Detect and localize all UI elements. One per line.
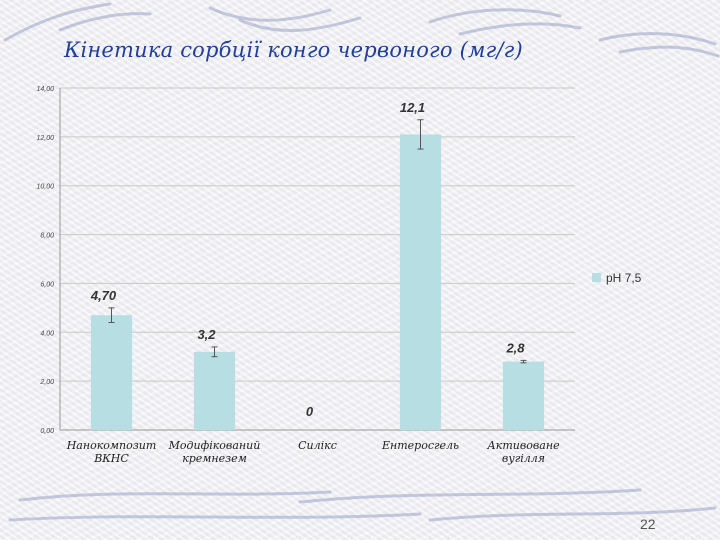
swirl-stroke	[8, 512, 422, 522]
x-tick-label: Нанокомпозит	[66, 439, 157, 452]
y-tick-label: 14,00	[36, 86, 54, 93]
swirl-stroke	[458, 22, 582, 36]
x-tick-label: Модифікований	[168, 439, 261, 452]
y-tick-label: 0,00	[40, 428, 54, 435]
data-label: 12,1	[400, 100, 425, 115]
x-tick-label: ВКНС	[93, 452, 129, 465]
data-label: 4,70	[90, 288, 117, 303]
swirl-stroke	[428, 506, 717, 522]
x-tick-label: Активоване	[486, 439, 560, 452]
legend: pH 7,5	[592, 271, 642, 285]
swirl-stroke	[618, 45, 720, 58]
data-label: 0	[306, 404, 314, 419]
x-tick-label: Силікс	[298, 439, 337, 452]
slide-title: Кінетика сорбції конго червоного (мг/г)	[64, 38, 523, 62]
swirl-stroke	[428, 8, 562, 24]
y-tick-label: 4,00	[40, 330, 54, 337]
swirl-stroke	[298, 488, 642, 504]
x-tick-label: вугілля	[502, 452, 545, 465]
bar	[193, 351, 236, 430]
swirl-stroke	[238, 16, 362, 33]
y-tick-label: 6,00	[40, 281, 54, 288]
y-tick-label: 8,00	[40, 233, 54, 240]
page-number: 22	[640, 516, 656, 532]
bar-chart: 0,00 2,00 4,00 6,00 8,00 10,00 12,00 14,00 4,70…	[36, 86, 641, 465]
bars	[90, 134, 545, 430]
legend-swatch	[592, 273, 601, 282]
decorative-swirls	[3, 2, 720, 522]
gridlines	[59, 87, 575, 431]
data-label: 3,2	[197, 327, 216, 342]
swirl-stroke	[3, 2, 112, 42]
bar	[502, 361, 545, 430]
y-tick-label: 12,00	[36, 135, 54, 142]
data-labels: 4,70 3,2 0 12,1 2,8	[90, 100, 525, 419]
y-tick-label: 2,00	[39, 379, 54, 386]
legend-label: pH 7,5	[606, 271, 642, 285]
swirl-stroke	[598, 32, 717, 46]
y-axis-ticks: 0,00 2,00 4,00 6,00 8,00 10,00 12,00 14,00	[36, 86, 54, 435]
swirl-stroke	[58, 12, 152, 32]
x-tick-label: Ентеросгель	[381, 439, 459, 452]
y-tick-label: 10,00	[36, 184, 54, 191]
swirl-stroke	[18, 490, 332, 502]
bar	[90, 315, 133, 430]
x-tick-label: кремнезем	[182, 452, 247, 465]
data-label: 2,8	[505, 340, 525, 355]
error-bars	[108, 119, 527, 364]
swirl-stroke	[208, 6, 332, 22]
bar	[399, 134, 442, 430]
